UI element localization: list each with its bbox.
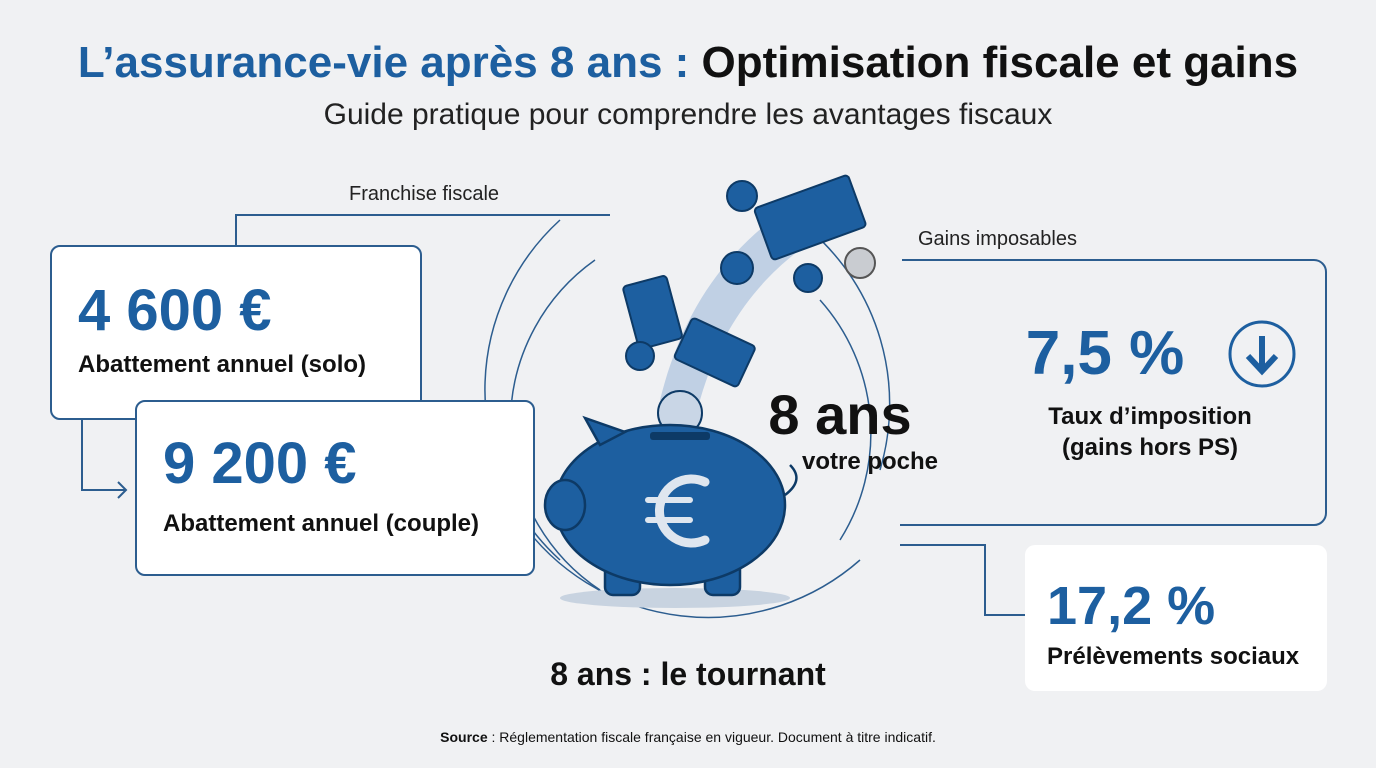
card: 4 600 € Abattement annuel (solo) (50, 245, 422, 420)
center-big: 8 ans (768, 383, 912, 446)
card: 17,2 % Prélèvements sociaux (1025, 545, 1327, 691)
outline-box (900, 259, 1327, 526)
card: 9 200 € Abattement annuel (couple) (135, 400, 535, 576)
coin (720, 251, 754, 285)
section-label: Gains imposables (918, 228, 1077, 250)
amount: 17,2 % (1047, 576, 1216, 636)
coin (726, 180, 758, 212)
center-small: votre poche (801, 448, 939, 475)
ring (809, 229, 891, 471)
piggy-bank (543, 415, 798, 597)
coin (793, 263, 823, 293)
rate-label: Taux d’imposition (1048, 403, 1252, 430)
down-arrow-icon (1228, 320, 1296, 388)
coin-slot (650, 432, 710, 440)
center-caption: 8 ans : le tournant (550, 656, 826, 692)
card-label: Prélèvements sociaux (1047, 643, 1300, 670)
title-part1: L’assurance-vie après 8 ans : (77, 38, 690, 87)
source: Source : Réglementation fiscale français… (0, 729, 1376, 745)
title: L’assurance-vie après 8 ans : Optimisati… (0, 38, 1376, 88)
card-label: Abattement annuel (solo) (78, 351, 367, 378)
ring (819, 299, 872, 541)
connector (81, 418, 125, 491)
source-label: Source (440, 729, 488, 745)
title-part2: Optimisation fiscale et gains (701, 38, 1299, 87)
amount: 7,5 % (1025, 319, 1185, 388)
banknote (673, 317, 756, 388)
card-label: Abattement annuel (couple) (163, 510, 480, 537)
connector (900, 544, 1025, 616)
coin (625, 341, 655, 371)
shadow (560, 588, 790, 608)
banknote (622, 275, 683, 350)
rate-label: (gains hors PS) (1061, 434, 1239, 461)
coin (844, 247, 876, 279)
ring (519, 519, 861, 619)
amount: 4 600 € (78, 278, 272, 343)
section-label: Franchise fiscale (349, 183, 500, 205)
subtitle: Guide pratique pour comprendre les avant… (323, 98, 1053, 131)
amount: 9 200 € (163, 431, 357, 496)
arrow (117, 481, 128, 499)
connector (235, 214, 610, 245)
euro-sign (645, 474, 710, 548)
banknote (753, 174, 867, 261)
source-text: : Réglementation fiscale française en vi… (487, 729, 936, 745)
